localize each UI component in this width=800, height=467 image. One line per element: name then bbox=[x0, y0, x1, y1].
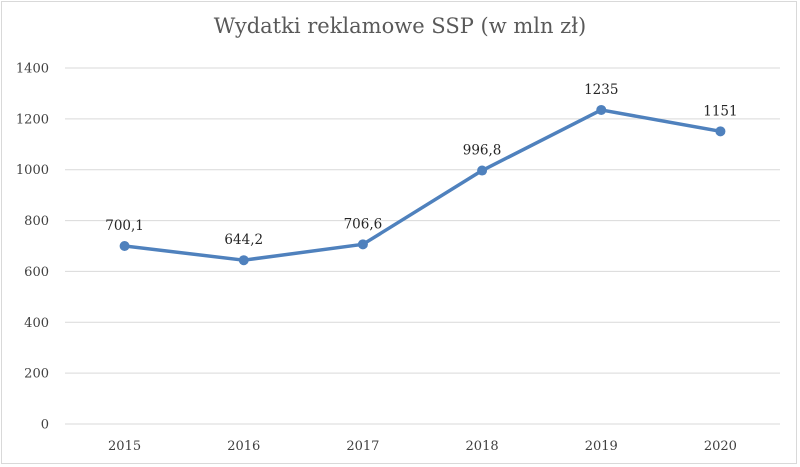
x-axis: 2015 2016 2017 2018 2019 2020 bbox=[108, 439, 737, 454]
chart-title: Wydatki reklamowe SSP (w mln zł) bbox=[213, 14, 587, 38]
series-polyline bbox=[122, 108, 723, 262]
y-tick-label: 400 bbox=[24, 316, 49, 331]
data-label: 996,8 bbox=[463, 143, 502, 159]
y-axis: 0 200 400 600 800 1000 1200 1400 bbox=[16, 62, 49, 433]
data-point bbox=[238, 255, 249, 266]
y-tick-label: 200 bbox=[24, 367, 49, 382]
gridlines bbox=[65, 67, 780, 425]
y-tick-label: 1200 bbox=[16, 112, 49, 127]
y-tick-label: 1000 bbox=[16, 163, 49, 178]
series-line bbox=[119, 104, 726, 266]
y-tick-label: 0 bbox=[41, 418, 49, 433]
data-point bbox=[715, 126, 726, 137]
data-point bbox=[596, 104, 607, 115]
y-tick-label: 1400 bbox=[16, 62, 49, 77]
data-label: 706,6 bbox=[344, 216, 383, 232]
x-tick-label: 2018 bbox=[466, 439, 499, 454]
x-tick-label: 2019 bbox=[585, 439, 618, 454]
data-point bbox=[119, 240, 130, 251]
x-tick-label: 2017 bbox=[346, 439, 379, 454]
y-tick-label: 600 bbox=[24, 265, 49, 280]
data-label: 1151 bbox=[703, 103, 737, 119]
y-tick-label: 800 bbox=[24, 214, 49, 229]
data-point bbox=[357, 239, 368, 250]
data-label: 1235 bbox=[584, 82, 618, 98]
data-label: 700,1 bbox=[105, 218, 144, 234]
data-labels: 700,1 644,2 706,6 996,8 1235 1151 bbox=[105, 82, 737, 248]
data-label: 644,2 bbox=[224, 232, 263, 248]
data-point bbox=[477, 165, 488, 176]
x-tick-label: 2015 bbox=[108, 439, 141, 454]
x-tick-label: 2016 bbox=[227, 439, 260, 454]
x-tick-label: 2020 bbox=[704, 439, 737, 454]
